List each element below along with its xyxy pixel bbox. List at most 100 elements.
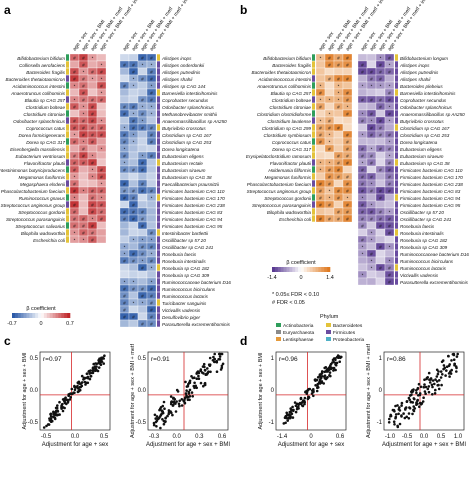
- y-axis-label: Adjustment for age + sex + BMI + metf: [130, 344, 136, 438]
- data-point: [455, 355, 459, 358]
- significance-mark: *: [92, 56, 94, 61]
- significance-mark: *: [329, 196, 331, 201]
- colorbar-segment: [20, 313, 24, 318]
- significance-mark: *: [329, 133, 331, 138]
- significance-mark: *: [101, 196, 103, 201]
- data-point: [86, 376, 89, 379]
- significance-mark: #: [91, 112, 94, 117]
- data-point: [160, 409, 164, 413]
- data-point: [426, 376, 430, 379]
- data-point: [434, 378, 437, 381]
- phylum-marker: [157, 89, 160, 96]
- data-point: [190, 391, 194, 394]
- data-point: [320, 371, 324, 375]
- data-point: [93, 366, 97, 370]
- significance-mark: #: [141, 294, 144, 299]
- heatmap-cell: [384, 123, 395, 132]
- phylum-marker: [157, 110, 160, 117]
- phylum-marker: [157, 292, 160, 299]
- significance-mark: *: [151, 238, 153, 243]
- data-point: [190, 375, 193, 378]
- x-tick: 1.0: [454, 434, 463, 440]
- significance-mark: #: [379, 210, 382, 215]
- taxon-label: Bilophila wadsworthia: [267, 210, 312, 215]
- colorbar-segment: [327, 267, 331, 272]
- colorbar-segment: [67, 313, 71, 318]
- heatmap-cell: [357, 256, 368, 265]
- data-point: [400, 401, 404, 405]
- significance-mark: #: [150, 70, 153, 75]
- heatmap-cell: [128, 221, 139, 230]
- legend-tick: -1.4: [267, 275, 276, 281]
- significance-mark: #: [150, 154, 153, 159]
- significance-mark: #: [370, 77, 373, 82]
- phylum-marker: [157, 215, 160, 222]
- data-point: [95, 368, 98, 372]
- significance-mark: #: [319, 217, 322, 222]
- data-point: [209, 370, 212, 374]
- significance-mark: *: [371, 203, 373, 208]
- heatmap-cell: [342, 214, 353, 223]
- heatmap-cell: [366, 137, 377, 146]
- heatmap-cell: [146, 270, 157, 279]
- heatmap-cell: [375, 249, 386, 258]
- significance-mark: #: [123, 259, 126, 264]
- significance-mark: #: [123, 210, 126, 215]
- significance-mark: *: [124, 126, 126, 131]
- heatmap-cell: [333, 144, 344, 153]
- data-point: [177, 402, 181, 406]
- phylum-marker: [312, 82, 315, 89]
- y-tick: 0: [271, 388, 275, 394]
- y-tick: 0.5: [138, 356, 147, 362]
- heatmap-cell: [119, 67, 130, 76]
- significance-mark: #: [73, 182, 76, 187]
- colorbar-segment: [23, 313, 27, 318]
- y-tick: 0.5: [30, 356, 39, 362]
- heatmap-cell: [137, 270, 148, 279]
- significance-mark: #: [100, 84, 103, 89]
- significance-mark: #: [100, 217, 103, 222]
- heatmap-cell: [119, 88, 130, 97]
- data-point: [287, 414, 290, 417]
- data-point: [185, 389, 188, 392]
- phylum-marker: [312, 159, 315, 166]
- data-point: [415, 401, 418, 404]
- significance-mark: #: [361, 63, 364, 68]
- significance-mark: #: [123, 105, 126, 110]
- significance-mark: *: [124, 161, 126, 166]
- phylum-name: Euryarchaeota: [283, 330, 315, 336]
- significance-mark: #: [150, 245, 153, 250]
- data-point: [63, 406, 66, 410]
- phylum-marker: [66, 208, 69, 215]
- taxon-label: Blautia sp CAG 257: [25, 98, 66, 103]
- significance-mark: #: [328, 175, 331, 180]
- heatmap-cell: [137, 193, 148, 202]
- phylum-marker: [312, 215, 315, 222]
- heatmap-cell: [128, 53, 139, 62]
- data-point: [163, 407, 166, 411]
- taxon-label: Bacteroides thetaiotaomicron: [6, 77, 66, 82]
- taxon-label: Butyrivibrio crossotus: [162, 126, 206, 131]
- data-point: [175, 400, 178, 403]
- data-point: [213, 360, 216, 364]
- data-point: [184, 380, 187, 384]
- significance-mark: #: [379, 63, 382, 68]
- significance-mark: #: [100, 175, 103, 180]
- significance-mark: #: [328, 119, 331, 124]
- heatmap-cell: [119, 263, 130, 272]
- phylum-name: Proteobacteria: [333, 337, 365, 343]
- heatmap-cell: [375, 228, 386, 237]
- significance-mark: #: [141, 56, 144, 61]
- taxon-label: Alistipes onderdonkii: [161, 63, 205, 68]
- significance-mark: #: [370, 133, 373, 138]
- taxon-label: Victivallis vadensis: [162, 308, 201, 313]
- taxon-label: Coprococcus catus: [26, 126, 66, 131]
- significance-mark: *: [362, 196, 364, 201]
- phylum-swatch: [276, 337, 281, 341]
- data-point: [398, 422, 402, 426]
- significance-mark: #: [388, 56, 391, 61]
- data-point: [431, 385, 434, 389]
- heatmap-cell: [96, 228, 107, 237]
- heatmap-cell: [342, 67, 353, 76]
- data-point: [331, 361, 334, 364]
